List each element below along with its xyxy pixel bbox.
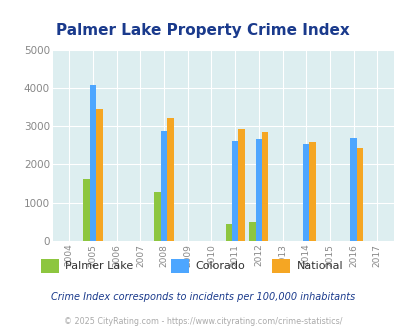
Bar xyxy=(238,129,244,241)
Bar xyxy=(309,142,315,241)
Bar xyxy=(154,192,160,241)
Bar xyxy=(167,118,173,241)
Text: © 2025 CityRating.com - https://www.cityrating.com/crime-statistics/: © 2025 CityRating.com - https://www.city… xyxy=(64,317,341,326)
Bar xyxy=(249,222,255,241)
Bar xyxy=(83,179,90,241)
Bar xyxy=(261,132,268,241)
Text: Crime Index corresponds to incidents per 100,000 inhabitants: Crime Index corresponds to incidents per… xyxy=(51,292,354,302)
Bar xyxy=(356,148,362,241)
Bar xyxy=(160,131,167,241)
Bar xyxy=(231,141,238,241)
Bar xyxy=(225,224,231,241)
Bar xyxy=(255,140,261,241)
Bar xyxy=(350,138,356,241)
Text: Colorado: Colorado xyxy=(194,261,244,271)
Text: National: National xyxy=(296,261,342,271)
Bar xyxy=(302,144,309,241)
Bar xyxy=(96,109,102,241)
Bar xyxy=(90,85,96,241)
Text: Palmer Lake Property Crime Index: Palmer Lake Property Crime Index xyxy=(56,23,349,38)
Text: Palmer Lake: Palmer Lake xyxy=(65,261,133,271)
